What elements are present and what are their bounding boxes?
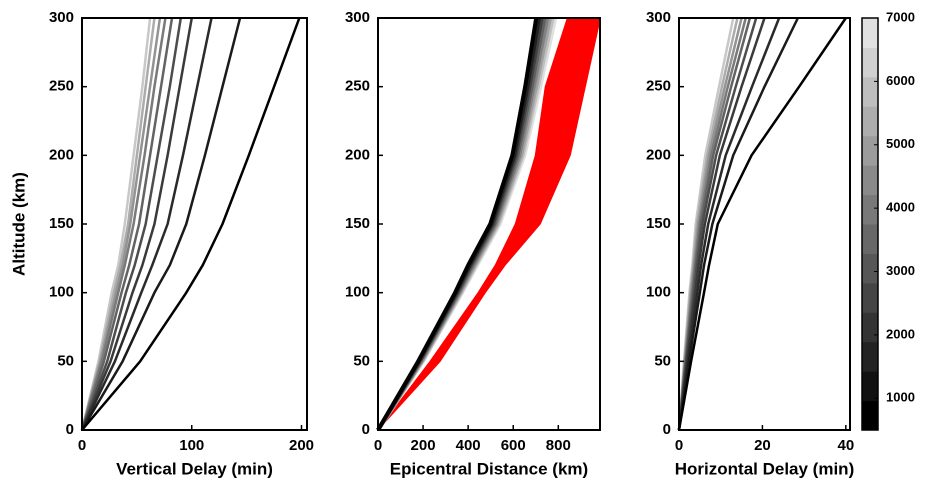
delay-curve [677, 17, 781, 431]
colorbar-tick-label: 2000 [886, 326, 915, 341]
x-tick-label: 400 [456, 437, 481, 454]
delay-curve [80, 17, 174, 431]
delay-curve [80, 17, 242, 431]
delay-curve [80, 17, 213, 431]
colorbar-tick-label: 1000 [886, 390, 915, 405]
delay-curve [80, 17, 152, 431]
y-tick-label: 300 [49, 9, 74, 26]
delay-curve [81, 17, 301, 431]
delay-curve [80, 17, 162, 431]
y-tick-label: 100 [345, 284, 370, 301]
x-axis-label: Horizontal Delay (min) [675, 459, 854, 478]
colorbar-swatch [862, 282, 878, 313]
x-tick-label: 200 [289, 437, 314, 454]
colorbar-swatch [862, 253, 878, 284]
colorbar-swatch [862, 312, 878, 343]
x-tick-label: 600 [501, 437, 526, 454]
colorbar-swatch [862, 47, 878, 78]
y-tick-label: 200 [345, 146, 370, 163]
colorbar-swatch [862, 194, 878, 225]
colorbar-swatch [862, 135, 878, 166]
y-tick-label: 0 [362, 421, 370, 438]
colorbar-swatch [862, 371, 878, 402]
delay-curve [677, 17, 766, 431]
y-tick-label: 50 [353, 352, 370, 369]
y-tick-label: 150 [49, 215, 74, 232]
colorbar-tick-label: 4000 [886, 200, 915, 215]
x-axis-label: Epicentral Distance (km) [390, 459, 588, 478]
x-tick-label: 800 [546, 437, 571, 454]
colorbar-tick-label: 6000 [886, 73, 915, 88]
y-tick-label: 0 [66, 421, 74, 438]
colorbar-swatch [862, 106, 878, 137]
y-tick-label: 200 [49, 146, 74, 163]
y-tick-label: 150 [345, 215, 370, 232]
colorbar-swatch [862, 341, 878, 372]
y-tick-label: 200 [646, 146, 671, 163]
colorbar-tick-label: 3000 [886, 263, 915, 278]
colorbar-swatch [862, 224, 878, 254]
delay-curve [80, 17, 183, 431]
colorbar-tick-label: 5000 [886, 136, 915, 151]
x-tick-label: 0 [374, 437, 382, 454]
y-tick-label: 250 [345, 78, 370, 95]
x-tick-label: 100 [179, 437, 204, 454]
x-axis-label: Vertical Delay (min) [116, 459, 273, 478]
colorbar-box [861, 17, 879, 431]
y-tick-label: 0 [663, 421, 671, 438]
delay-curve [677, 17, 799, 431]
colorbar-swatch [862, 165, 878, 196]
x-tick-label: 20 [754, 437, 771, 454]
delay-curve [376, 17, 539, 432]
x-tick-label: 0 [675, 437, 683, 454]
colorbar-swatch [862, 18, 878, 48]
y-axis-label: Altitude (km) [9, 172, 28, 276]
y-tick-label: 100 [646, 284, 671, 301]
x-tick-label: 0 [78, 437, 86, 454]
x-tick-label: 40 [837, 437, 854, 454]
x-tick-label: 200 [411, 437, 436, 454]
y-tick-label: 250 [646, 78, 671, 95]
y-tick-label: 250 [49, 78, 74, 95]
delay-curve [677, 17, 847, 431]
axes-box [81, 17, 308, 431]
y-tick-label: 50 [654, 352, 671, 369]
delay-curve [80, 17, 193, 431]
delay-curve [80, 17, 167, 431]
y-tick-label: 50 [57, 352, 74, 369]
y-tick-label: 300 [345, 9, 370, 26]
y-tick-label: 150 [646, 215, 671, 232]
y-tick-label: 100 [49, 284, 74, 301]
colorbar-swatch [862, 400, 878, 431]
y-tick-label: 300 [646, 9, 671, 26]
colorbar-swatch [862, 76, 878, 107]
colorbar-tick-label: 7000 [886, 9, 915, 24]
